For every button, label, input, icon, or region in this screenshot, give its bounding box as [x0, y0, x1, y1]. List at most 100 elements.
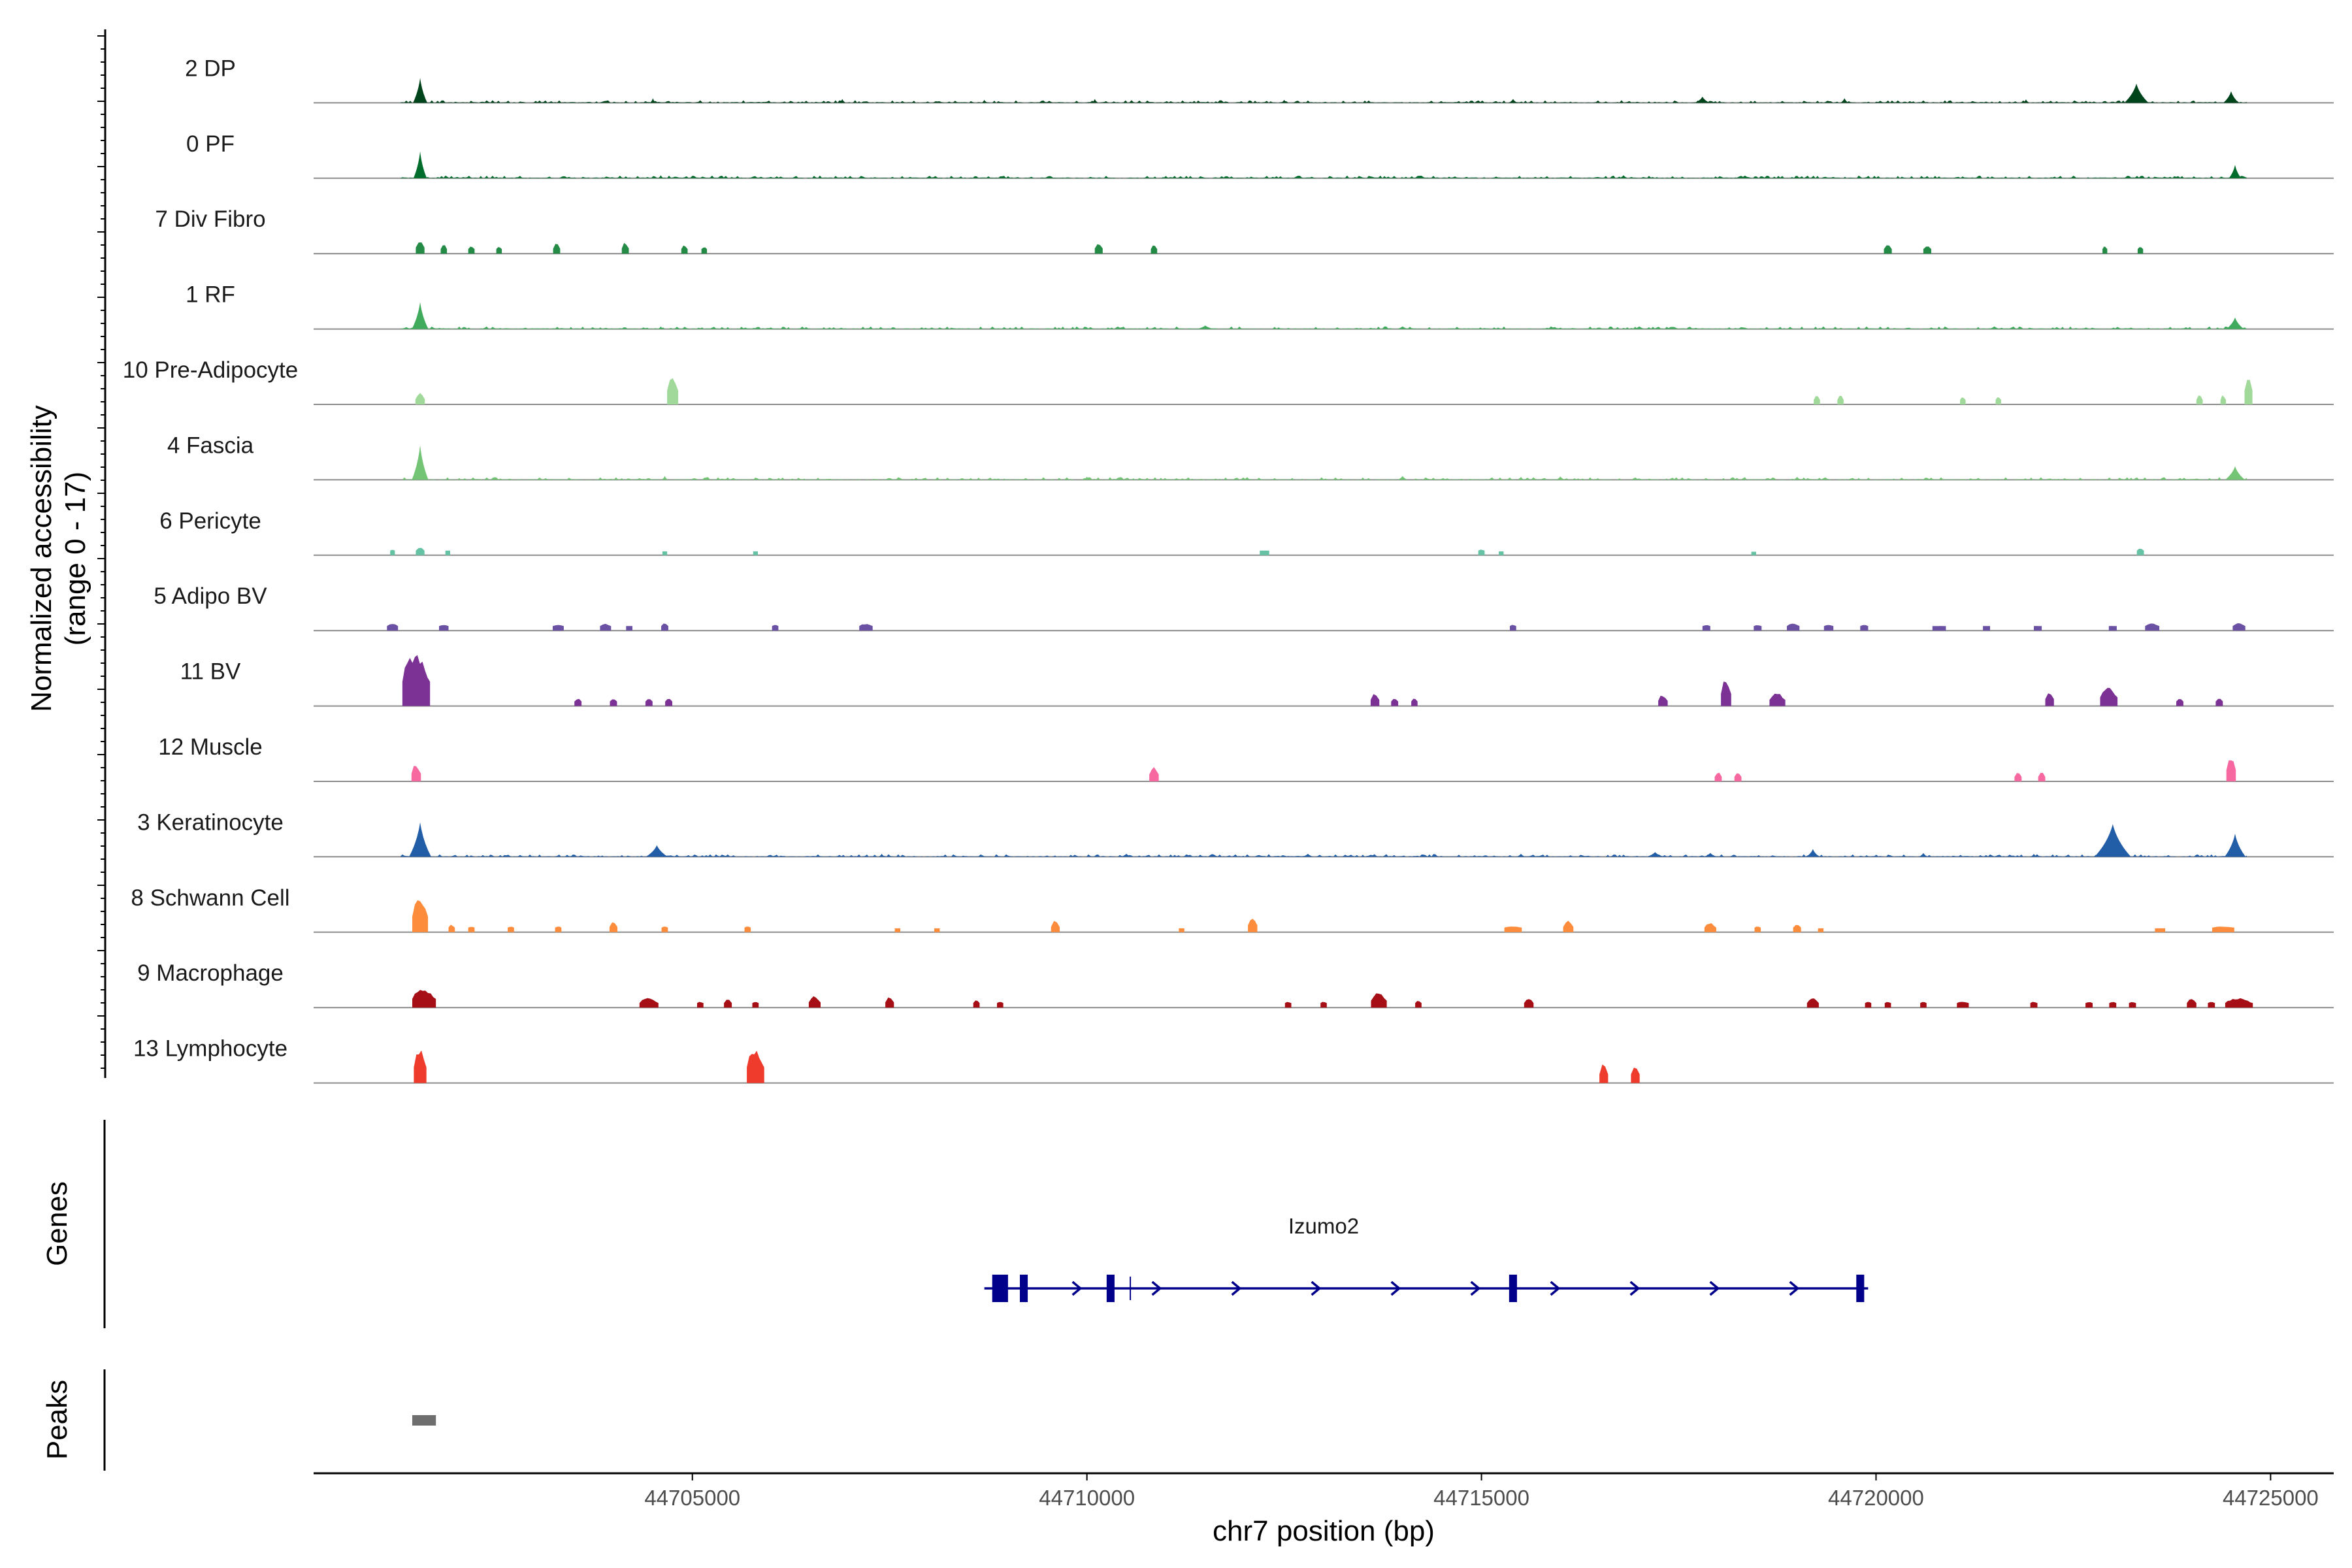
track-5-adipo-bv: 5 Adipo BV	[154, 583, 2334, 632]
track-background-signal	[400, 326, 2247, 329]
coverage-peak	[412, 302, 429, 329]
coverage-peak	[1983, 626, 1990, 631]
track-label: 10 Pre-Adipocyte	[123, 357, 298, 383]
coverage-peak	[1884, 245, 1892, 254]
coverage-peak	[1714, 772, 1722, 781]
coverage-peak	[1051, 921, 1060, 932]
gene-exon	[992, 1275, 1008, 1302]
coverage-peak	[1704, 923, 1716, 932]
track-8-schwann-cell: 8 Schwann Cell	[131, 885, 2334, 933]
coverage-peak	[645, 699, 653, 706]
coverage-peak	[387, 624, 399, 631]
coverage-peak	[1284, 1002, 1292, 1008]
coverage-peak	[468, 246, 475, 254]
coverage-peak	[1162, 176, 1169, 178]
coverage-peak	[610, 699, 617, 706]
coverage-peak	[2223, 91, 2239, 103]
track-background-signal	[400, 175, 2247, 178]
gene-model-izumo2[interactable]	[984, 1275, 1869, 1302]
coverage-peak	[416, 547, 425, 555]
coverage-peak	[1120, 853, 1132, 857]
coverage-peak	[2045, 693, 2054, 706]
track-background-signal	[400, 477, 2247, 480]
coverage-peak	[415, 393, 425, 404]
coverage-peak	[414, 1050, 427, 1083]
coverage-peak	[600, 623, 612, 631]
coverage-peak	[1646, 852, 1663, 857]
coverage-peak	[2220, 395, 2227, 404]
coverage-peak	[752, 1002, 759, 1008]
coverage-peak	[390, 549, 395, 555]
x-axis-title: chr7 position (bp)	[1213, 1515, 1435, 1547]
track-label: 5 Adipo BV	[154, 583, 267, 609]
coverage-peak	[1370, 694, 1380, 706]
track-11-bv: 11 BV	[180, 655, 2334, 707]
coverage-peak	[2136, 548, 2144, 555]
coverage-peak	[878, 853, 885, 857]
coverage-peak	[553, 625, 564, 631]
coverage-peak	[697, 1002, 704, 1008]
coverage-peak	[621, 242, 629, 254]
coverage-peak	[1884, 1002, 1891, 1008]
coverage-peak	[1787, 623, 1800, 631]
coverage-peak	[1818, 928, 1824, 932]
coverage-peak	[496, 247, 502, 254]
coverage-peak	[574, 698, 582, 706]
coverage-peak	[1281, 99, 1288, 103]
coverage-peak	[416, 242, 425, 254]
coverage-peak	[2155, 928, 2166, 932]
coverage-peak	[412, 900, 429, 932]
strand-arrow	[1709, 1281, 1720, 1296]
coverage-peak	[1082, 476, 1092, 480]
track-6-pericyte: 6 Pericyte	[159, 508, 2334, 556]
track-label: 11 BV	[180, 659, 241, 685]
coverage-peak	[639, 998, 659, 1008]
coverage-peak	[2226, 318, 2244, 329]
coverage-peak	[1517, 476, 1524, 480]
x-tick-label: 44720000	[1828, 1486, 1924, 1510]
x-tick-label: 44705000	[644, 1486, 740, 1510]
coverage-peak	[1563, 921, 1574, 932]
coverage-peak	[661, 476, 668, 480]
track-label: 8 Schwann Cell	[131, 885, 289, 911]
coverage-peak	[645, 845, 668, 857]
coverage-peak	[412, 445, 429, 480]
coverage-peak	[1509, 99, 1518, 103]
coverage-peak	[772, 625, 779, 631]
gene-exon	[1509, 1275, 1517, 1302]
strand-arrow	[1550, 1281, 1561, 1296]
coverage-peak	[1837, 396, 1844, 404]
x-tick-label: 44725000	[2223, 1486, 2319, 1510]
strand-arrow	[1789, 1281, 1800, 1296]
coverage-peak	[2187, 999, 2197, 1008]
strand-arrow	[1311, 1281, 1322, 1296]
strand-arrow	[1470, 1281, 1481, 1296]
coverage-peak	[2215, 698, 2223, 706]
genes-panel: Genes Izumo2	[41, 1120, 1869, 1328]
coverage-peak	[2085, 1002, 2093, 1008]
coverage-peak	[468, 926, 475, 932]
gene-exon	[1856, 1275, 1865, 1302]
peaks-panel-label: Peaks	[41, 1380, 73, 1460]
track-13-lymphocyte: 13 Lymphocyte	[133, 1036, 2334, 1084]
coverage-peak	[1397, 326, 1409, 329]
coverage-peak	[1923, 246, 1931, 254]
coverage-peak	[681, 245, 688, 254]
track-label: 12 Muscle	[158, 734, 263, 760]
coverage-peak	[508, 926, 514, 932]
coverage-peak	[847, 176, 854, 178]
coverage-peak	[626, 626, 632, 631]
coverage-peak	[1751, 551, 1756, 555]
coverage-peak	[1391, 698, 1399, 706]
coverage-peak	[1703, 853, 1717, 857]
coverage-peak	[2129, 1002, 2136, 1008]
track-3-keratinocyte: 3 Keratinocyte	[137, 809, 2334, 858]
coverage-peak	[2070, 175, 2077, 178]
coverage-peak	[1619, 175, 1628, 178]
track-label: 6 Pericyte	[159, 508, 261, 534]
track-label: 4 Fascia	[167, 433, 254, 458]
coverage-peak	[1094, 244, 1103, 254]
coverage-peak	[1865, 1002, 1872, 1008]
coverage-peak	[448, 924, 455, 932]
coverage-peak	[808, 996, 821, 1008]
